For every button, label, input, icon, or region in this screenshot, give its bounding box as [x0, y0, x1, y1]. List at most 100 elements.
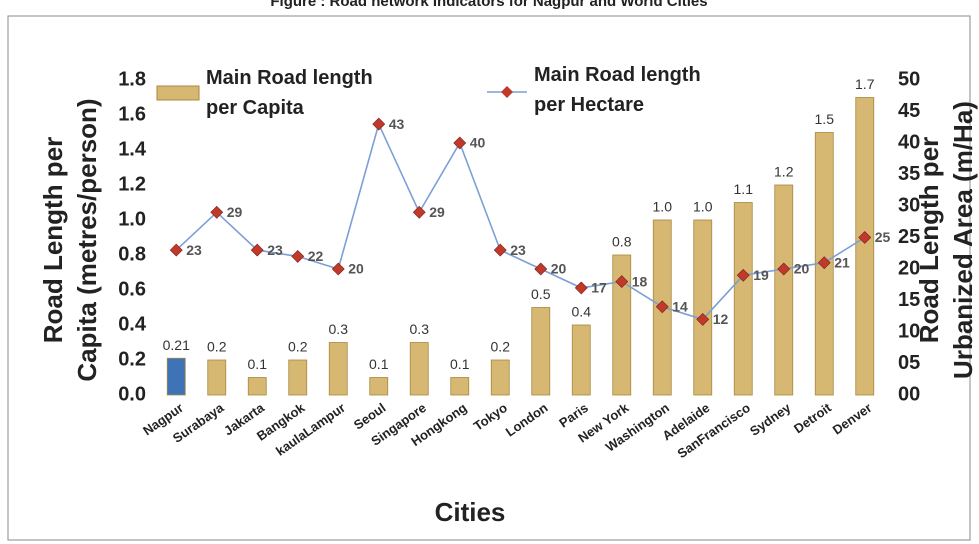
x-tick-label: kaulaLampur	[273, 400, 348, 459]
bar	[247, 377, 267, 396]
y2-tick-label: 35	[898, 163, 920, 185]
line-marker	[453, 136, 467, 150]
line-value-label: 40	[470, 135, 486, 151]
legend-swatch	[156, 85, 200, 101]
line-value-label: 23	[267, 242, 283, 258]
bar	[612, 254, 632, 396]
bar	[409, 342, 429, 396]
line-marker	[331, 262, 345, 276]
bar	[855, 97, 875, 396]
line-value-label: 23	[186, 242, 202, 258]
y2-tick-label: 15	[898, 289, 920, 311]
line-marker	[858, 231, 872, 244]
line-marker	[615, 275, 629, 289]
legend-marker	[501, 86, 513, 98]
legend-label: Main Road length per Hectare	[534, 64, 701, 116]
x-tick-label: London	[503, 400, 551, 440]
bar	[733, 202, 753, 396]
x-tick-label: Sydney	[747, 400, 794, 439]
y-tick-label: 1.2	[118, 173, 146, 195]
bar	[571, 324, 591, 396]
chart-title: Figure : Road network Indicators for Nag…	[270, 0, 707, 10]
line-value-label: 23	[510, 242, 526, 258]
line-value-label: 14	[672, 299, 688, 315]
y-tick-label: 1.4	[118, 138, 147, 160]
y2-axis-title: Road Length per Urbanized Area (m/Ha)	[914, 101, 978, 379]
bar-value-label: 0.1	[369, 356, 389, 372]
bar	[328, 342, 348, 396]
y-tick-label: 1.6	[118, 103, 146, 125]
line-marker	[736, 268, 750, 282]
bar-value-label: 0.2	[491, 339, 511, 355]
bar-value-label: 0.3	[329, 321, 349, 337]
line-marker	[777, 262, 791, 276]
bar	[490, 359, 510, 396]
bar-value-label: 0.2	[207, 339, 227, 355]
line-marker	[169, 243, 183, 257]
line-value-label: 25	[875, 229, 891, 245]
line-value-label: 18	[632, 273, 648, 289]
line-marker	[250, 243, 264, 257]
line-marker	[291, 249, 305, 263]
line-marker	[655, 300, 669, 314]
y-tick-label: 0.6	[118, 278, 146, 300]
bar-value-label: 0.8	[612, 234, 632, 250]
bar-value-label: 0.1	[248, 356, 268, 372]
bar-value-label: 1.7	[855, 76, 875, 92]
bar	[693, 219, 713, 396]
line-marker	[574, 281, 588, 295]
line-value-label: 29	[429, 204, 445, 220]
line-value-label: 17	[591, 280, 607, 296]
line-marker	[372, 117, 386, 131]
y2-tick-label: 05	[898, 352, 920, 374]
bar	[166, 357, 186, 396]
line-value-label: 19	[753, 267, 769, 283]
legend-label: Main Road length per Capita	[206, 67, 373, 119]
bar-value-label: 0.4	[572, 304, 592, 320]
bar-value-label: 0.5	[531, 286, 551, 302]
x-tick-label: Denver	[830, 400, 875, 438]
line-marker	[412, 205, 426, 219]
line-marker	[696, 312, 710, 326]
y2-tick-label: 30	[898, 194, 920, 216]
line-value-label: 20	[551, 261, 567, 277]
y-tick-label: 1.8	[118, 68, 146, 90]
y2-tick-label: 40	[898, 131, 920, 153]
bar	[774, 184, 794, 396]
frame	[7, 15, 971, 541]
line-value-label: 29	[227, 204, 243, 220]
bar	[531, 307, 551, 396]
bar-value-label: 0.1	[450, 356, 470, 372]
line	[175, 121, 866, 321]
y-tick-label: 0.8	[118, 243, 146, 265]
line-marker	[210, 205, 224, 219]
bar-value-label: 1.0	[693, 199, 713, 215]
bar-value-label: 1.5	[815, 111, 835, 127]
line-value-label: 43	[389, 116, 405, 132]
line-value-label: 22	[308, 248, 324, 264]
y-axis-title: Road Length per Capita (metres/person)	[38, 98, 102, 381]
y2-tick-label: 20	[898, 257, 920, 279]
bar	[450, 377, 470, 396]
y-tick-label: 0.0	[118, 383, 146, 405]
y-tick-label: 0.2	[118, 348, 146, 370]
y2-tick-label: 10	[898, 320, 920, 342]
bar-value-label: 0.2	[288, 339, 308, 355]
line-marker	[817, 256, 831, 270]
y-tick-label: 1.0	[118, 208, 146, 230]
y2-tick-label: 45	[898, 100, 920, 122]
bar-value-label: 1.2	[774, 164, 794, 180]
x-axis-title: Cities	[435, 497, 506, 527]
bar	[288, 359, 308, 396]
bar	[369, 377, 389, 396]
x-tick-label: Detroit	[791, 400, 834, 437]
bar-value-label: 1.1	[734, 181, 754, 197]
y2-tick-label: 25	[898, 226, 920, 248]
bar-value-label: 1.0	[653, 199, 673, 215]
line-value-label: 12	[713, 311, 729, 327]
y-tick-label: 0.4	[118, 313, 147, 335]
bar-value-label: 0.3	[410, 321, 430, 337]
y2-tick-label: 50	[898, 68, 920, 90]
y2-tick-label: 00	[898, 383, 920, 405]
line-marker	[493, 243, 507, 257]
